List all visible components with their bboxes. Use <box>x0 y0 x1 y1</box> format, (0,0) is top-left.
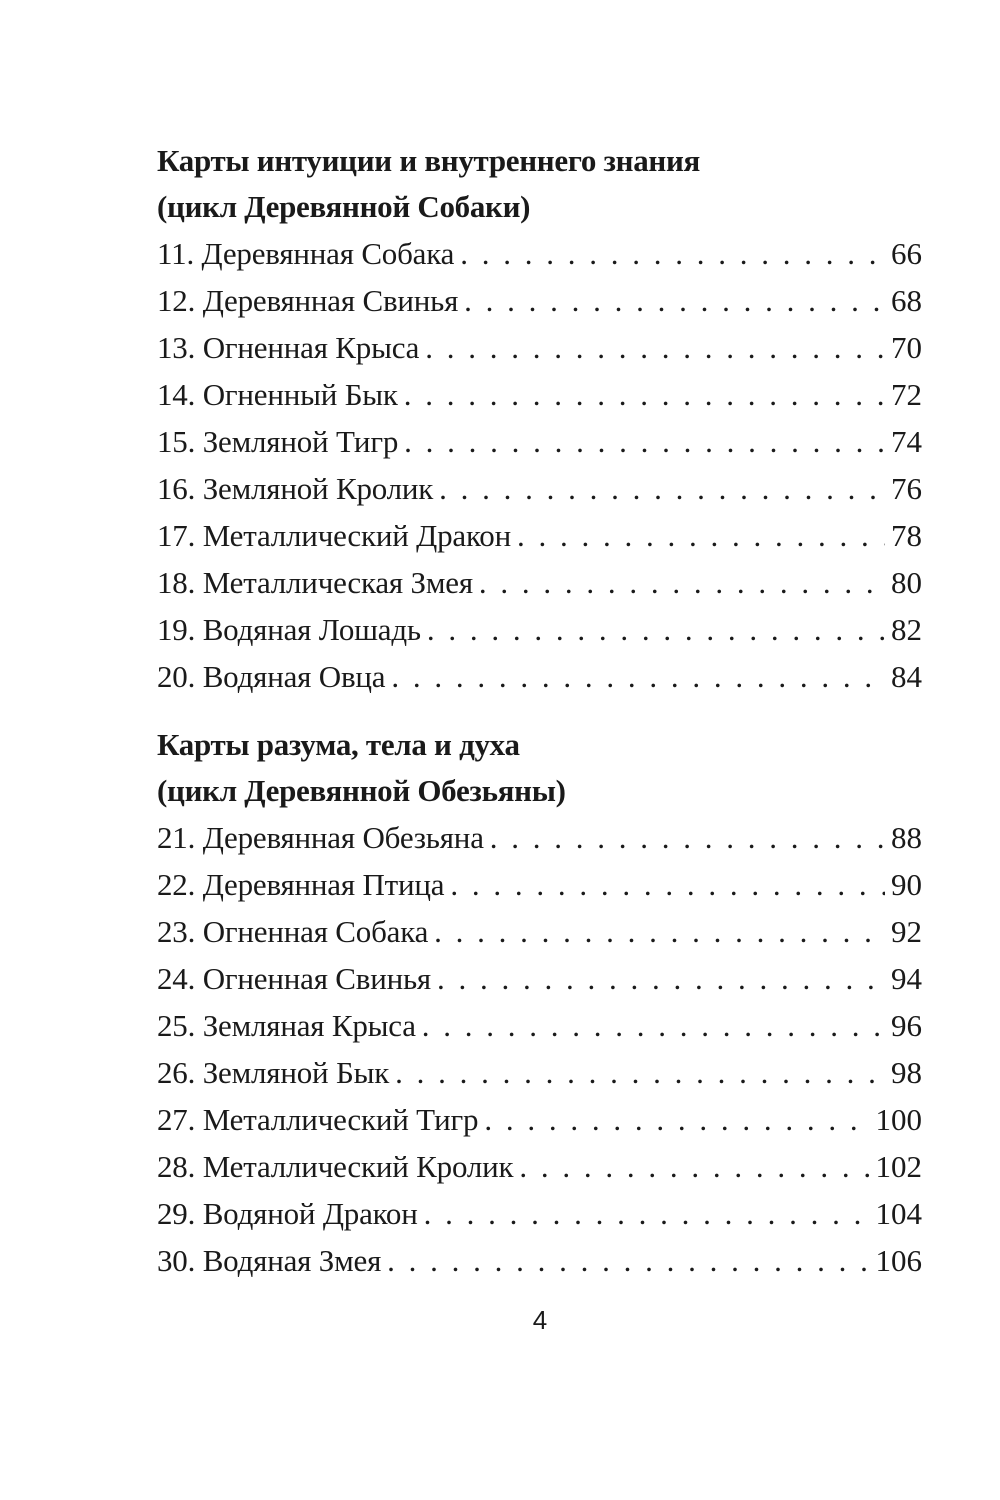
entry-title: 14. Огненный Бык <box>157 377 398 412</box>
entry-title: 25. Земляная Крыса <box>157 1008 416 1043</box>
entry-title: 24. Огненная Свинья <box>157 961 431 996</box>
dot-leader <box>490 814 885 861</box>
dot-leader <box>404 418 885 465</box>
toc-entry[interactable]: 14. Огненный Бык 72 <box>157 371 922 418</box>
entry-title: 29. Водяной Дракон <box>157 1196 418 1231</box>
dot-leader <box>464 277 885 324</box>
entry-page: 84 <box>891 659 922 694</box>
toc-entry[interactable]: 11. Деревянная Собака 66 <box>157 230 922 277</box>
toc-entry[interactable]: 13. Огненная Крыса 70 <box>157 324 922 371</box>
section-heading: (цикл Деревянной Собаки) <box>157 189 531 224</box>
toc-entry[interactable]: 24. Огненная Свинья 94 <box>157 955 922 1002</box>
toc-entry[interactable]: 16. Земляной Кролик 76 <box>157 465 922 512</box>
toc-entry[interactable]: 21. Деревянная Обезьяна 88 <box>157 814 922 861</box>
dot-leader <box>391 653 885 700</box>
toc-section: Карты интуиции и внутреннего знания (цикл… <box>157 138 922 700</box>
toc-entry[interactable]: 23. Огненная Собака 92 <box>157 908 922 955</box>
entry-title: 11. Деревянная Собака <box>157 236 455 271</box>
toc-entry[interactable]: 30. Водяная Змея 106 <box>157 1237 922 1284</box>
dot-leader <box>439 465 885 512</box>
entry-page: 96 <box>891 1008 922 1043</box>
dot-leader <box>484 1096 869 1143</box>
toc-entry[interactable]: 25. Земляная Крыса 96 <box>157 1002 922 1049</box>
toc-entry[interactable]: 12. Деревянная Свинья 68 <box>157 277 922 324</box>
entry-title: 23. Огненная Собака <box>157 914 429 949</box>
toc-entry[interactable]: 17. Металлический Дракон 78 <box>157 512 922 559</box>
entry-page: 104 <box>875 1196 923 1231</box>
toc-section: Карты разума, тела и духа (цикл Деревянно… <box>157 722 922 1284</box>
entry-page: 76 <box>891 471 922 506</box>
entry-title: 28. Металлический Кролик <box>157 1149 514 1184</box>
entry-page: 106 <box>875 1243 923 1278</box>
entry-page: 78 <box>891 518 922 553</box>
toc-entry[interactable]: 19. Водяная Лошадь 82 <box>157 606 922 653</box>
dot-leader <box>450 861 885 908</box>
toc-entry[interactable]: 27. Металлический Тигр 100 <box>157 1096 922 1143</box>
dot-leader <box>425 324 885 371</box>
dot-leader <box>437 955 885 1002</box>
entry-page: 66 <box>891 236 922 271</box>
dot-leader <box>404 371 885 418</box>
entry-page: 100 <box>875 1102 923 1137</box>
toc-entry[interactable]: 29. Водяной Дракон 104 <box>157 1190 922 1237</box>
toc-entry[interactable]: 26. Земляной Бык 98 <box>157 1049 922 1096</box>
entry-page: 68 <box>891 283 922 318</box>
entry-title: 15. Земляной Тигр <box>157 424 399 459</box>
entry-page: 92 <box>891 914 922 949</box>
dot-leader <box>395 1049 885 1096</box>
entry-page: 80 <box>891 565 922 600</box>
entry-title: 19. Водяная Лошадь <box>157 612 421 647</box>
dot-leader <box>460 230 885 277</box>
entry-title: 16. Земляной Кролик <box>157 471 434 506</box>
dot-leader <box>422 1002 885 1049</box>
dot-leader <box>519 1143 869 1190</box>
dot-leader <box>479 559 885 606</box>
entry-page: 74 <box>891 424 922 459</box>
entry-page: 98 <box>891 1055 922 1090</box>
entry-title: 12. Деревянная Свинья <box>157 283 459 318</box>
entry-title: 30. Водяная Змея <box>157 1243 382 1278</box>
page-number: 4 <box>532 1305 548 1335</box>
toc-entry[interactable]: 22. Деревянная Птица 90 <box>157 861 922 908</box>
toc-entry[interactable]: 15. Земляной Тигр 74 <box>157 418 922 465</box>
entry-title: 18. Металлическая Змея <box>157 565 473 600</box>
entry-page: 72 <box>891 377 922 412</box>
dot-leader <box>387 1237 869 1284</box>
entry-page: 88 <box>891 820 922 855</box>
section-heading: Карты разума, тела и духа <box>157 727 520 762</box>
entry-page: 70 <box>891 330 922 365</box>
dot-leader <box>424 1190 870 1237</box>
dot-leader <box>427 606 885 653</box>
entry-page: 90 <box>891 867 922 902</box>
entry-title: 21. Деревянная Обезьяна <box>157 820 484 855</box>
toc-entry[interactable]: 20. Водяная Овца 84 <box>157 653 922 700</box>
entry-page: 82 <box>891 612 922 647</box>
entry-page: 102 <box>875 1149 923 1184</box>
section-heading: Карты интуиции и внутреннего знания <box>157 143 700 178</box>
table-of-contents: Карты интуиции и внутреннего знания (цикл… <box>157 138 922 1306</box>
entry-title: 17. Металлический Дракон <box>157 518 511 553</box>
toc-entry[interactable]: 28. Металлический Кролик 102 <box>157 1143 922 1190</box>
entry-title: 22. Деревянная Птица <box>157 867 445 902</box>
dot-leader <box>434 908 885 955</box>
entry-title: 27. Металлический Тигр <box>157 1102 479 1137</box>
entry-page: 94 <box>891 961 922 996</box>
toc-entry[interactable]: 18. Металлическая Змея 80 <box>157 559 922 606</box>
entry-title: 13. Огненная Крыса <box>157 330 420 365</box>
section-heading: (цикл Деревянной Обезьяны) <box>157 773 566 808</box>
entry-title: 26. Земляной Бык <box>157 1055 390 1090</box>
entry-title: 20. Водяная Овца <box>157 659 386 694</box>
dot-leader <box>517 512 885 559</box>
